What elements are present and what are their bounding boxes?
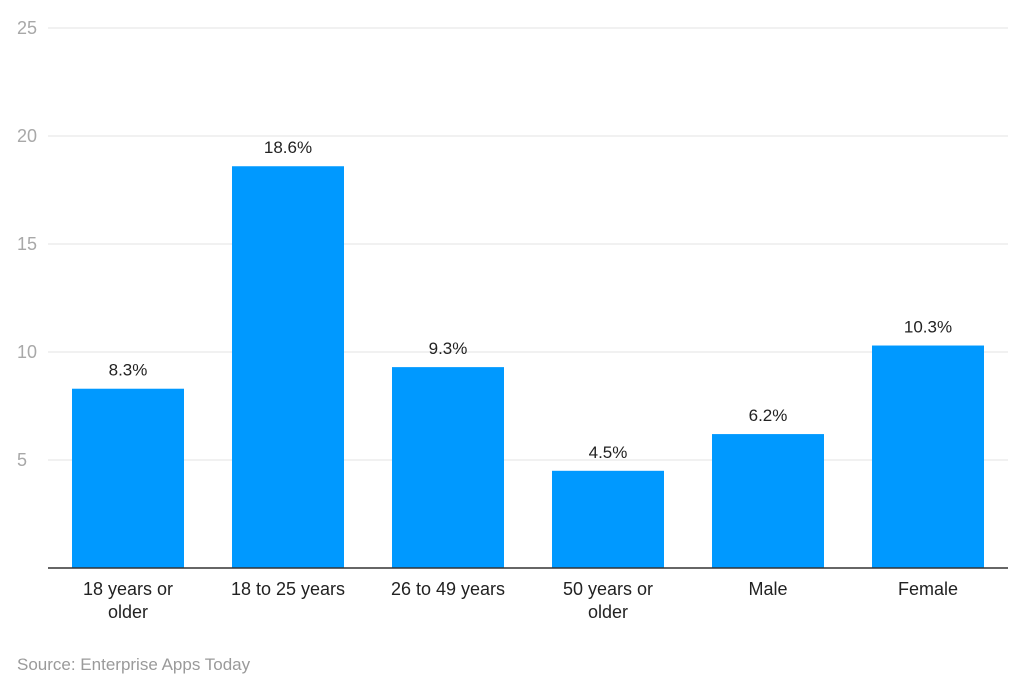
x-tick-label: 26 to 49 years	[391, 579, 505, 599]
y-tick-label: 15	[17, 234, 37, 254]
x-tick-label: 18 to 25 years	[231, 579, 345, 599]
bar	[392, 367, 504, 568]
data-label: 8.3%	[109, 361, 148, 380]
x-axis: 18 years or older 18 to 25 years 26 to 49 y…	[48, 567, 1008, 622]
x-tick-label: Female	[898, 579, 958, 599]
data-label: 6.2%	[749, 406, 788, 425]
data-label: 10.3%	[904, 318, 952, 337]
y-tick-label: 20	[17, 126, 37, 146]
bar	[712, 434, 824, 568]
x-tick-label: Male	[748, 579, 787, 599]
bar	[232, 166, 344, 569]
bars	[72, 166, 984, 569]
data-labels: 8.3% 18.6% 9.3% 4.5% 6.2% 10.3%	[109, 138, 952, 462]
gridlines	[48, 27, 1008, 461]
data-label: 18.6%	[264, 138, 312, 157]
y-tick-label: 5	[17, 450, 27, 470]
x-tick-label: 18 years or older	[83, 579, 173, 622]
bar	[872, 345, 984, 568]
data-label: 9.3%	[429, 339, 468, 358]
data-label: 4.5%	[589, 443, 628, 462]
y-axis-ticks: 5 10 15 20 25	[17, 18, 37, 470]
x-tick-label: 50 years or older	[563, 579, 653, 622]
y-tick-label: 10	[17, 342, 37, 362]
bar	[552, 470, 664, 568]
source-note: Source: Enterprise Apps Today	[17, 655, 251, 674]
bar	[72, 388, 184, 568]
y-tick-label: 25	[17, 18, 37, 38]
